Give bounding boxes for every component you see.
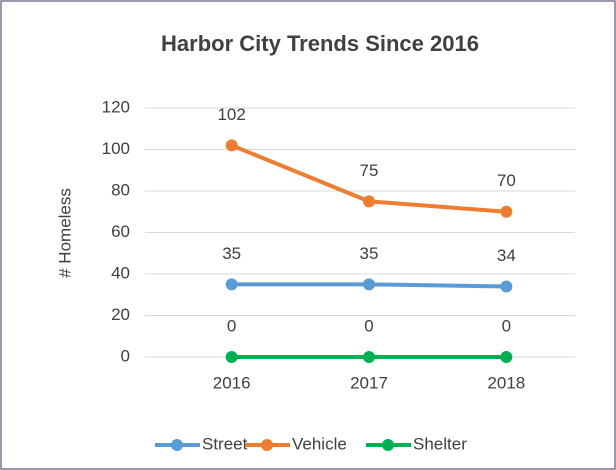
y-tick-label: 120 <box>102 97 130 116</box>
x-tick-label: 2018 <box>487 373 525 392</box>
data-label: 35 <box>222 244 241 263</box>
legend-label: Shelter <box>413 434 467 453</box>
point <box>363 278 375 291</box>
x-tick-label: 2017 <box>350 373 388 392</box>
y-tick-label: 80 <box>111 180 130 199</box>
legend-marker <box>171 439 183 451</box>
data-label: 70 <box>497 171 516 190</box>
data-label: 0 <box>227 316 236 335</box>
point <box>500 280 513 293</box>
point <box>363 195 375 208</box>
legend-marker <box>261 439 273 451</box>
y-tick-label: 60 <box>111 222 130 241</box>
legend-label: Street <box>202 434 248 453</box>
y-axis-title: # Homeless <box>55 188 74 278</box>
point <box>500 351 513 363</box>
point <box>225 278 238 291</box>
point <box>225 351 238 363</box>
data-label: 35 <box>360 244 379 263</box>
point <box>363 351 375 363</box>
legend-marker <box>382 439 394 451</box>
data-label: 0 <box>502 316 511 335</box>
legend-label: Vehicle <box>292 434 347 453</box>
data-label: 102 <box>217 105 245 124</box>
chart-title: Harbor City Trends Since 2016 <box>161 31 479 56</box>
point <box>500 205 513 218</box>
y-tick-label: 20 <box>111 305 130 324</box>
point <box>225 139 238 152</box>
data-label: 75 <box>360 161 379 180</box>
data-label: 34 <box>497 246 516 265</box>
y-tick-label: 40 <box>111 263 130 282</box>
y-tick-label: 100 <box>102 139 130 158</box>
data-label: 0 <box>364 316 373 335</box>
x-tick-label: 2016 <box>213 373 251 392</box>
y-tick-label: 0 <box>121 346 130 365</box>
